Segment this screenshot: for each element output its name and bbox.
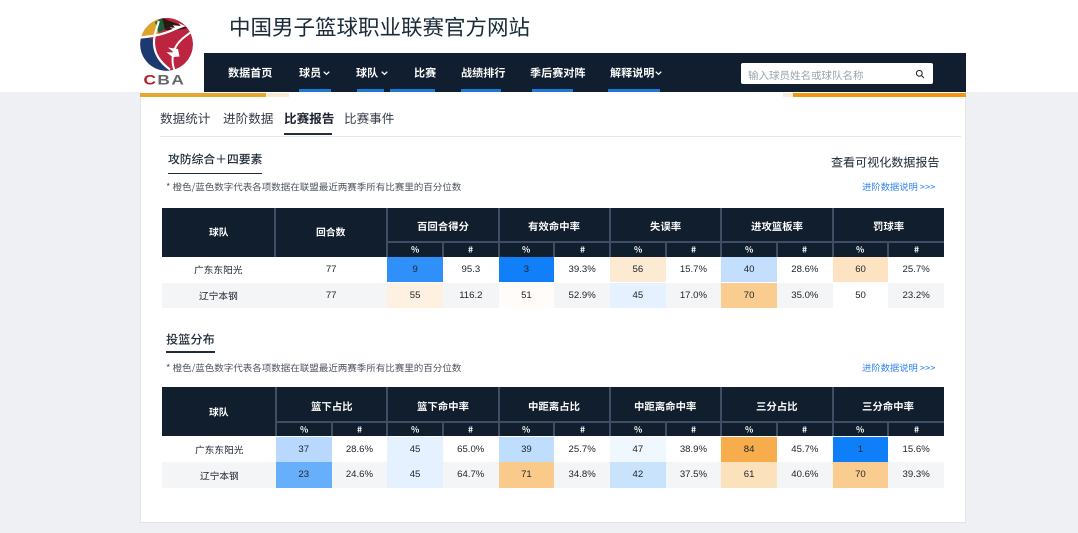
svg-text:CBA: CBA <box>144 73 186 88</box>
